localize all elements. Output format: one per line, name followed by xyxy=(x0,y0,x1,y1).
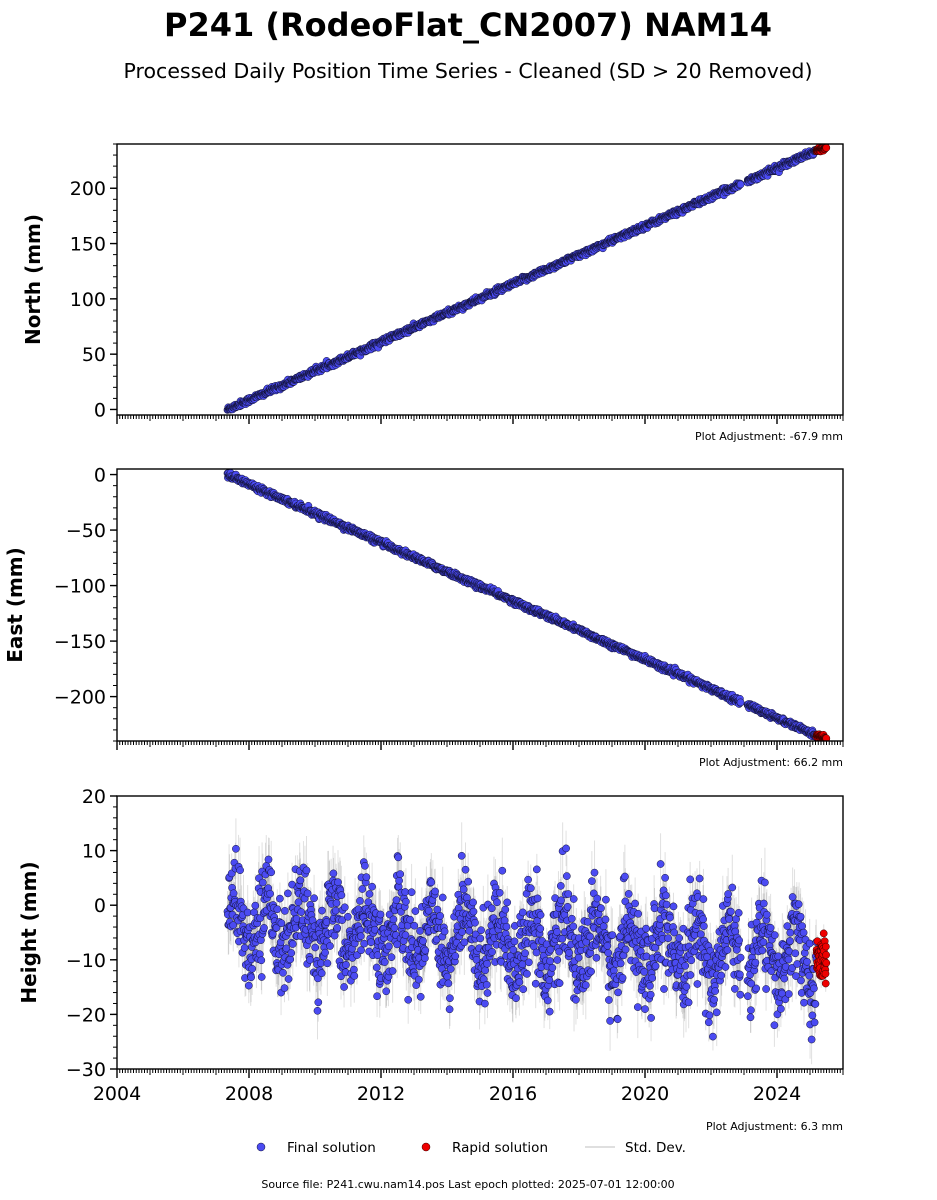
north-ytick-label: 150 xyxy=(70,234,106,256)
north-final-point xyxy=(736,180,745,189)
north-points xyxy=(223,144,831,414)
north-rapid-point xyxy=(822,144,831,152)
north-ytick-label: 200 xyxy=(70,178,106,200)
east-data xyxy=(223,469,831,741)
north-ylabel: North (mm) xyxy=(21,214,45,345)
chart-subtitle: Processed Daily Position Time Series - C… xyxy=(124,59,813,83)
chart-title: P241 (RodeoFlat_CN2007) NAM14 xyxy=(164,6,772,44)
north-panel: 0 50 100 150 200 North (mm) xyxy=(21,143,844,424)
north-ytick-label: 0 xyxy=(94,399,106,421)
north-ytick-label: 50 xyxy=(82,344,106,366)
north-data xyxy=(223,144,831,414)
north-ytick-label: 100 xyxy=(70,289,106,311)
